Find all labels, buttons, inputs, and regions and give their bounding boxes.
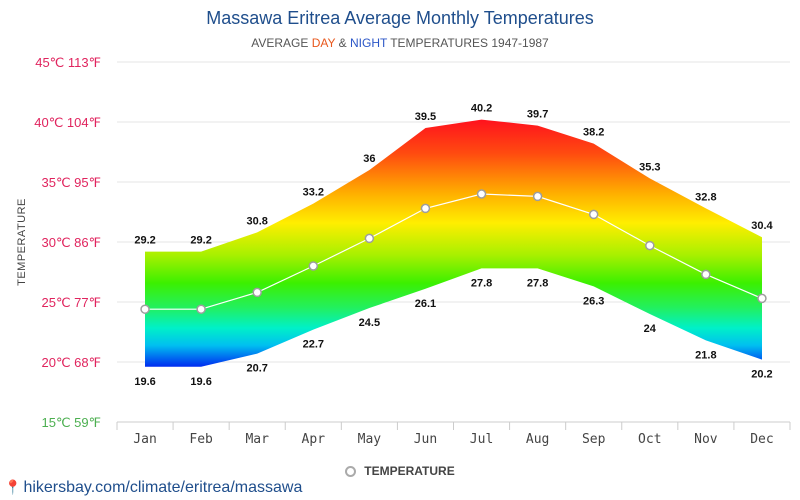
night-value-label: 27.8	[527, 277, 548, 289]
x-tick-label: Oct	[638, 432, 661, 447]
axes: 45℃ 113℉ 40℃ 104℉ 35℃ 95℉ 30℃ 86℉ 25℃ 77℉ 20℃…	[16, 55, 791, 447]
mean-point	[308, 261, 319, 271]
legend: TEMPERATURE	[0, 464, 800, 478]
mean-line	[145, 193, 763, 310]
day-value-label: 32.8	[695, 191, 716, 203]
x-tick-label: Jun	[414, 432, 437, 447]
day-value-label: 30.8	[246, 215, 267, 227]
y-tick-label: 40℃ 104℉	[34, 115, 101, 130]
x-tick-label: Mar	[245, 432, 269, 447]
y-tick-label: 45℃ 113℉	[35, 55, 101, 70]
y-tick-label: 20℃ 68℉	[41, 355, 101, 370]
x-tick-label: Sep	[582, 432, 606, 447]
night-value-label: 21.8	[695, 349, 716, 361]
day-night-range-area	[145, 119, 762, 367]
night-value-label: 19.6	[134, 376, 155, 388]
night-value-label: 27.8	[471, 277, 492, 289]
day-value-label: 39.5	[415, 111, 436, 123]
subtitle-prefix: AVERAGE	[251, 36, 312, 50]
legend-marker-icon	[345, 466, 357, 478]
mean-point	[364, 233, 375, 244]
night-value-label: 19.6	[190, 376, 211, 388]
day-value-label: 30.4	[751, 220, 773, 232]
chart-title: Massawa Eritrea Average Monthly Temperat…	[206, 8, 594, 28]
night-value-label: 22.7	[303, 339, 324, 351]
temperature-band	[145, 119, 762, 367]
night-value-label: 24	[644, 323, 657, 335]
day-value-label: 36	[363, 153, 375, 165]
night-value-label: 20.2	[751, 369, 772, 381]
mean-point	[757, 293, 767, 304]
legend-label: TEMPERATURE	[364, 464, 455, 478]
mean-temperature-line	[140, 189, 767, 314]
mean-point	[420, 203, 431, 214]
x-tick-label: Aug	[526, 432, 549, 447]
x-tick-label: Jan	[133, 432, 156, 447]
day-value-label: 39.7	[527, 109, 548, 121]
y-tick-label: 25℃ 77℉	[41, 295, 101, 310]
source-link[interactable]: 📍 hikersbay.com/climate/eritrea/massawa	[4, 479, 302, 497]
y-tick-label: 30℃ 86℉	[41, 235, 101, 250]
subtitle-suffix: TEMPERATURES 1947-1987	[387, 36, 549, 50]
night-value-label: 20.7	[246, 363, 267, 375]
subtitle-day: DAY	[311, 36, 336, 50]
mean-point	[701, 269, 711, 280]
subtitle-amp: &	[335, 36, 350, 50]
subtitle-night: NIGHT	[349, 36, 388, 50]
day-value-label: 35.3	[639, 161, 660, 173]
source-text: hikersbay.com/climate/eritrea/massawa	[23, 479, 303, 496]
night-value-label: 26.3	[583, 295, 604, 307]
x-tick-label: Nov	[694, 432, 718, 447]
mean-point	[588, 209, 599, 220]
day-value-label: 33.2	[303, 187, 324, 199]
y-tick-label: 15℃ 59℉	[41, 415, 101, 430]
day-value-label: 40.2	[471, 103, 492, 115]
mean-point	[252, 287, 262, 298]
y-tick-label: 35℃ 95℉	[41, 175, 101, 190]
mean-point	[532, 191, 543, 202]
day-value-label: 38.2	[583, 127, 604, 139]
night-value-label: 26.1	[415, 298, 436, 310]
value-labels: 29.2 29.2 30.8 33.2 36 39.5 40.2 39.7 38.2 35.3 32…	[134, 103, 773, 388]
chart-subtitle: AVERAGE DAY & NIGHT TEMPERATURES 1947-19…	[0, 36, 800, 50]
night-value-label: 24.5	[359, 317, 380, 329]
mean-point	[196, 304, 206, 314]
x-tick-label: Feb	[189, 432, 213, 447]
mean-point	[645, 240, 655, 251]
day-value-label: 29.2	[190, 235, 211, 247]
y-axis-label: TEMPERATURE	[16, 198, 28, 286]
x-tick-label: Apr	[302, 432, 326, 447]
mean-point	[140, 304, 150, 314]
x-tick-label: May	[358, 432, 382, 447]
map-pin-icon: 📍	[4, 479, 22, 495]
x-tick-label: Dec	[750, 432, 773, 447]
day-value-label: 29.2	[134, 235, 155, 247]
mean-point	[476, 189, 487, 199]
x-tick-label: Jul	[470, 432, 493, 447]
